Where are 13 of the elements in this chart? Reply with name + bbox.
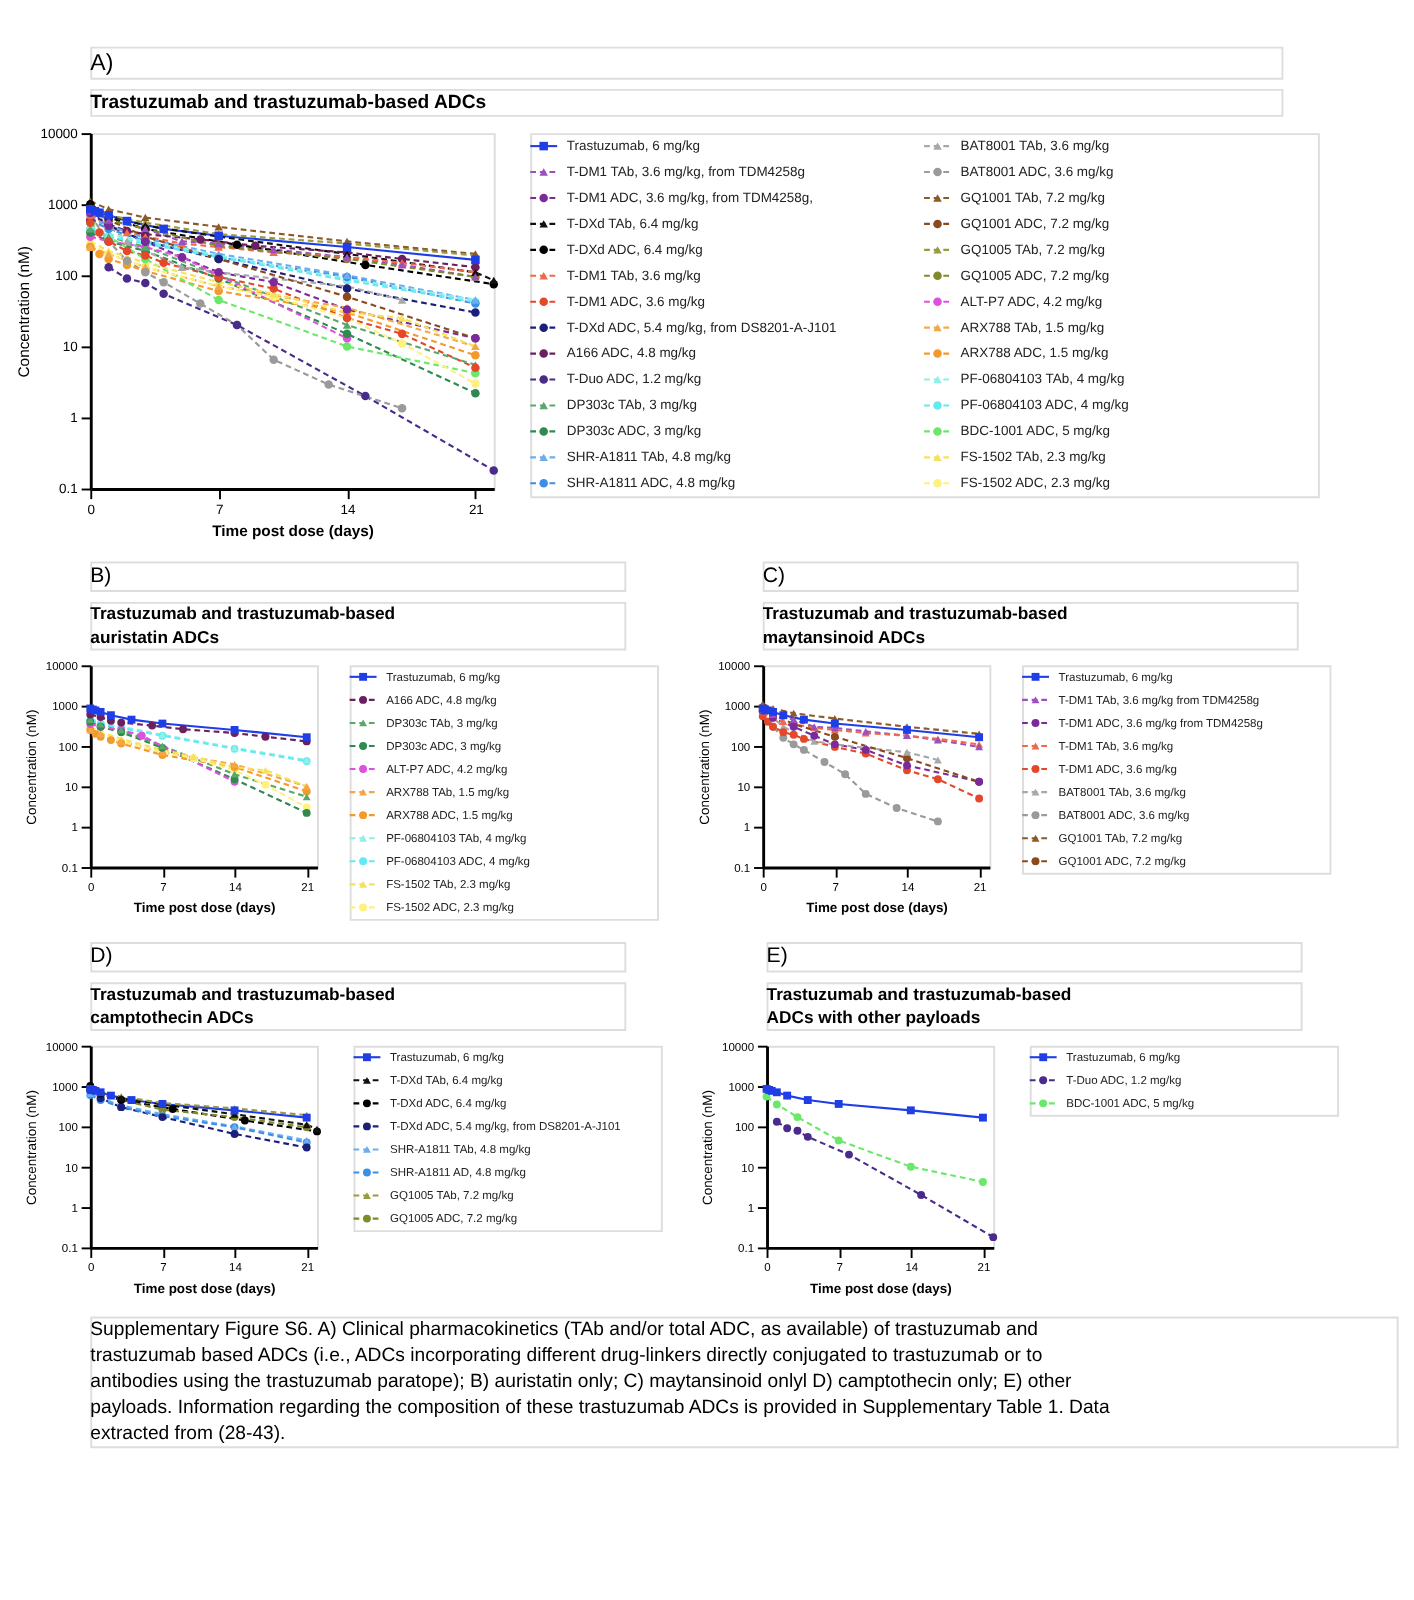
chart-title: Trastuzumab and trastuzumab-based ADCs with other payloads — [766, 983, 1072, 1028]
x-axis-title: Time post dose (days) — [212, 521, 375, 540]
chart-title: Trastuzumab and trastuzumab-based ADCs — [90, 91, 487, 114]
text: E) — [766, 943, 788, 968]
text: Supplementary Figure S6. A) Clinical pharmacokinetics (TAb and/or total ADC, as available) of trastuzumab and trastuzumab based ADCs (i.e., ADCs incorporating different drug-linkers directly conjugated to trastuzumab or to antibodies using the trastuzumab paratope); B) auristatin only; C) maytansinoid onlyl D) camptothecin only; E) other payloads. Information regarding the composition of these trastuzumab ADCs is provided in Supplementary Table 1. Data extracted from (28-43). — [90, 1319, 1111, 1446]
text: D) — [90, 943, 113, 968]
y-axis-title: Concentration (nM) — [14, 245, 33, 378]
text: C) — [762, 563, 785, 588]
chart-title: Trastuzumab and trastuzumab-based auristatin ADCs — [90, 603, 396, 647]
chart-title: Trastuzumab and trastuzumab-based camptothecin ADCs — [90, 983, 396, 1028]
text: B) — [90, 563, 112, 588]
text: A) — [90, 51, 114, 76]
chart-title: Trastuzumab and trastuzumab-based maytansinoid ADCs — [762, 603, 1068, 647]
